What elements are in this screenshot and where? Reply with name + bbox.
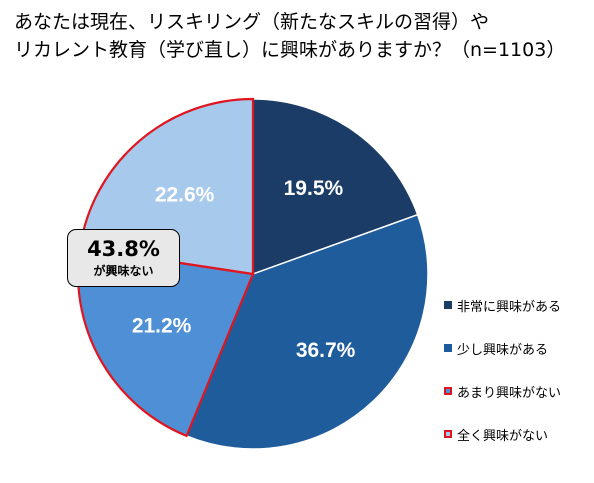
legend-label-somewhat-interested: 少し興味がある bbox=[457, 342, 549, 358]
data-label-very-interested: 19.5% bbox=[284, 177, 344, 200]
data-label-not-very-interested: 21.2% bbox=[132, 315, 192, 338]
data-label-not-interested: 22.6% bbox=[155, 183, 215, 206]
data-label-somewhat-interested: 36.7% bbox=[296, 339, 356, 362]
not-interested-callout: 43.8% が興味ない bbox=[67, 229, 180, 287]
legend-swatch-somewhat-interested bbox=[444, 344, 452, 352]
legend-swatch-very-interested bbox=[444, 301, 452, 309]
legend-label-not-interested: 全く興味がない bbox=[457, 428, 549, 444]
chart-title-line-1: あなたは現在、リスキリング（新たなスキルの習得）や bbox=[14, 11, 490, 33]
legend-item-not-interested: 全く興味がない bbox=[444, 425, 561, 444]
chart-title-line-2: リカレント教育（学び直し）に興味がありますか？（n=1103） bbox=[14, 39, 566, 61]
pie-slice-very-interested bbox=[252, 98, 419, 276]
legend-item-very-interested: 非常に興味がある bbox=[444, 296, 562, 315]
legend-swatch-not-interested bbox=[444, 430, 452, 438]
legend: 非常に興味がある 少し興味がある あまり興味がない 全く興味がない bbox=[444, 296, 561, 468]
legend-label-not-very-interested: あまり興味がない bbox=[457, 385, 562, 401]
callout-value: 43.8% bbox=[87, 237, 160, 261]
legend-item-not-very-interested: あまり興味がない bbox=[444, 382, 562, 401]
legend-item-somewhat-interested: 少し興味がある bbox=[444, 339, 561, 358]
legend-label-very-interested: 非常に興味がある bbox=[457, 299, 562, 315]
legend-swatch-not-very-interested bbox=[444, 387, 452, 395]
callout-label: が興味ない bbox=[93, 264, 154, 278]
pie-slice-somewhat-interested bbox=[185, 213, 429, 450]
chart-title: あなたは現在、リスキリング（新たなスキルの習得）や リカレント教育（学び直し）に… bbox=[14, 8, 586, 64]
